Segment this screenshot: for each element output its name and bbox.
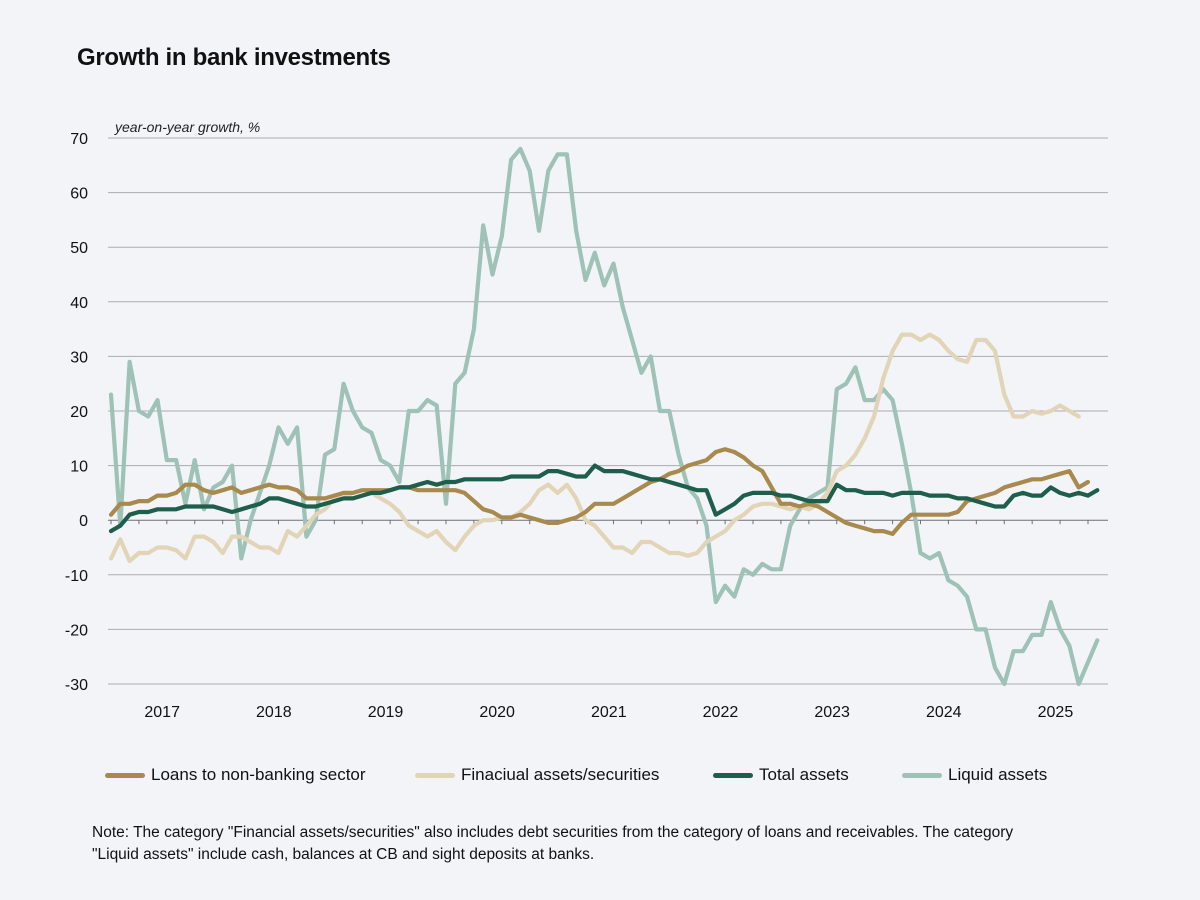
- x-tick-label: 2025: [1038, 704, 1074, 721]
- legend-swatch-liquid-assets: [902, 772, 942, 778]
- x-tick-label: 2018: [256, 704, 292, 721]
- x-tick-label: 2020: [479, 704, 515, 721]
- y-tick-label: 60: [70, 186, 88, 203]
- x-tick-label: 2017: [144, 704, 180, 721]
- chart-title: Growth in bank investments: [77, 44, 391, 71]
- legend-label-loans: Loans to non-banking sector: [151, 765, 366, 784]
- x-tick-label: 2021: [591, 704, 627, 721]
- series-lines: [108, 146, 1100, 687]
- legend-swatch-loans: [105, 772, 145, 778]
- y-tick-label: 0: [79, 513, 88, 530]
- series-line-liquid-assets: [108, 146, 1100, 687]
- footnote: Note: The category "Financial assets/sec…: [92, 824, 1014, 863]
- legend-label-financial-assets: Finaciual assets/securities: [461, 765, 660, 784]
- legend-swatch-financial-assets: [415, 772, 455, 778]
- legend-label-total-assets: Total assets: [759, 765, 849, 784]
- y-tick-label: -20: [65, 622, 88, 639]
- y-axis-ticks: -30 -20 -10 0 10 20 30 40 50 60 70: [65, 131, 88, 694]
- y-tick-label: 20: [70, 404, 88, 421]
- x-tick-label: 2022: [703, 704, 739, 721]
- y-tick-label: 50: [70, 240, 88, 257]
- y-tick-label: -10: [65, 568, 88, 585]
- legend: Loans to non-banking sector Finaciual as…: [0, 765, 1200, 793]
- y-tick-label: 10: [70, 459, 88, 476]
- y-axis-unit-label: year-on-year growth, %: [115, 119, 261, 135]
- x-tick-label: 2023: [814, 704, 850, 721]
- y-tick-label: 70: [70, 131, 88, 148]
- gridlines: [108, 137, 1108, 685]
- x-axis-ticks: 2017 2018 2019 2020 2021 2022 2023 2024 2025: [144, 704, 1073, 721]
- legend-item-liquid-assets[interactable]: Liquid assets: [902, 765, 1047, 785]
- y-tick-label: 30: [70, 349, 88, 366]
- legend-swatch-total-assets: [713, 772, 753, 778]
- y-tick-label: -30: [65, 677, 88, 694]
- x-tick-label: 2019: [368, 704, 404, 721]
- series-line-total-assets: [108, 463, 1100, 534]
- series-line-finaciual-assets-securities: [108, 332, 1081, 564]
- x-tick-label: 2024: [926, 704, 962, 721]
- legend-item-total-assets[interactable]: Total assets: [713, 765, 849, 785]
- legend-item-loans[interactable]: Loans to non-banking sector: [105, 765, 366, 785]
- legend-item-financial-assets[interactable]: Finaciual assets/securities: [415, 765, 659, 785]
- series-line-loans-to-non-banking-sector: [108, 447, 1091, 537]
- y-tick-label: 40: [70, 295, 88, 312]
- legend-label-liquid-assets: Liquid assets: [948, 765, 1048, 784]
